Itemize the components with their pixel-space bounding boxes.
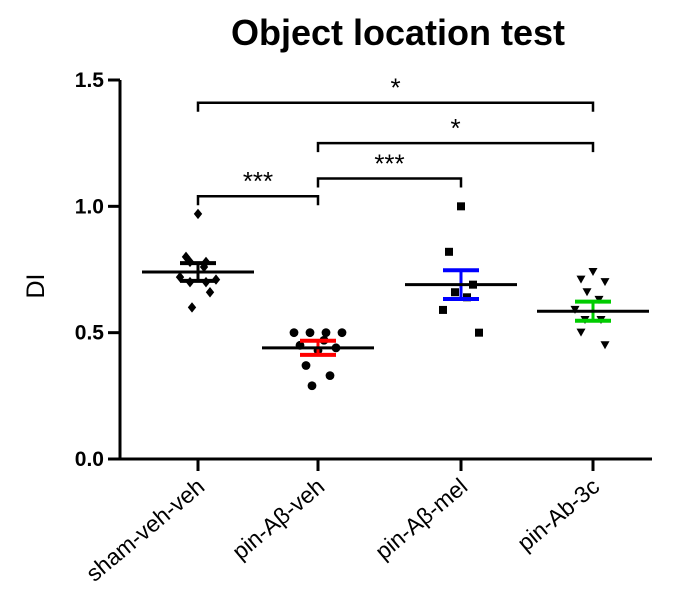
data-point: [600, 341, 610, 350]
y-tick-label: 1.5: [75, 69, 105, 92]
data-point: [439, 305, 447, 314]
data-point: [305, 328, 315, 338]
data-point: [457, 202, 465, 211]
data-point: [576, 275, 586, 284]
significance-label: ***: [374, 149, 404, 179]
x-tick-label: pin-Aβ-mel: [370, 473, 472, 565]
data-point: [193, 208, 203, 220]
x-tick-label: pin-Aβ-veh: [227, 473, 329, 565]
significance-bracket: [316, 141, 595, 153]
data-point: [175, 271, 185, 283]
significance-label: ***: [243, 166, 273, 196]
data-point: [301, 361, 311, 370]
data-point: [307, 381, 317, 391]
y-tick-label: 1.0: [75, 195, 104, 218]
significance-bracket: [196, 101, 595, 112]
significance-label: *: [390, 73, 400, 103]
data-point: [600, 278, 610, 287]
data-point: [289, 328, 299, 338]
chart-title: Object location test: [231, 12, 565, 53]
chart-marks: 0.0 0.5 1.0 1.5 sham-veh-veh pin-Aβ-veh pin-Aβ…: [75, 69, 649, 587]
data-point: [582, 288, 592, 297]
data-point: [475, 328, 483, 337]
data-point: [325, 371, 335, 381]
data-point: [337, 328, 347, 338]
data-point: [205, 287, 215, 298]
data-point: [451, 288, 459, 297]
data-point: [588, 268, 598, 277]
significance-bracket: [196, 194, 320, 206]
x-tick-label: sham-veh-veh: [81, 473, 209, 587]
data-point: [181, 251, 191, 263]
x-tick-label: pin-Ab-3c: [512, 473, 604, 556]
significance-label: *: [450, 113, 460, 143]
y-axis-label: DI: [22, 274, 50, 299]
y-tick-label: 0.5: [75, 322, 105, 345]
y-tick-label: 0.0: [75, 448, 104, 471]
data-point: [187, 302, 197, 313]
data-point: [445, 247, 453, 256]
significance-bracket: [316, 177, 463, 188]
data-point: [321, 328, 331, 338]
data-point: [576, 328, 586, 337]
